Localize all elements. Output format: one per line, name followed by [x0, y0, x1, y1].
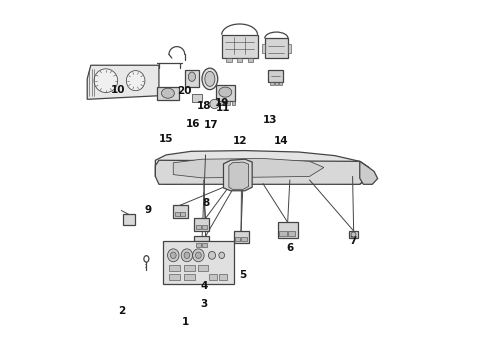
- Bar: [288, 44, 291, 53]
- Ellipse shape: [126, 71, 145, 91]
- Bar: [349, 231, 358, 238]
- Bar: [221, 35, 258, 58]
- Bar: [196, 243, 201, 247]
- Polygon shape: [155, 150, 368, 184]
- Ellipse shape: [219, 87, 232, 97]
- Ellipse shape: [94, 69, 118, 93]
- Bar: [232, 101, 235, 105]
- Text: 16: 16: [186, 119, 200, 129]
- Bar: [169, 265, 180, 271]
- Polygon shape: [360, 161, 378, 184]
- Ellipse shape: [205, 71, 215, 86]
- Text: 20: 20: [177, 86, 191, 96]
- Bar: [196, 225, 201, 229]
- Ellipse shape: [188, 72, 196, 81]
- Text: 7: 7: [349, 236, 356, 246]
- Text: 10: 10: [110, 85, 125, 95]
- Polygon shape: [223, 159, 252, 191]
- Bar: [219, 101, 223, 105]
- Text: 8: 8: [202, 198, 209, 208]
- Text: 18: 18: [196, 102, 211, 112]
- Bar: [226, 101, 230, 105]
- Text: 1: 1: [182, 317, 190, 327]
- Bar: [157, 87, 179, 100]
- Bar: [175, 212, 180, 216]
- Text: 19: 19: [215, 98, 229, 108]
- Bar: [242, 237, 247, 241]
- Bar: [185, 69, 199, 87]
- Text: 11: 11: [216, 103, 231, 113]
- Bar: [216, 85, 235, 101]
- Bar: [247, 58, 253, 62]
- Text: 15: 15: [159, 134, 173, 144]
- Polygon shape: [173, 158, 324, 178]
- Polygon shape: [87, 65, 159, 99]
- Bar: [269, 70, 283, 82]
- Polygon shape: [229, 162, 248, 189]
- Bar: [184, 265, 195, 271]
- Bar: [173, 205, 188, 218]
- Ellipse shape: [210, 99, 219, 109]
- Bar: [194, 219, 209, 231]
- Bar: [275, 82, 278, 85]
- Bar: [202, 243, 207, 247]
- Text: 6: 6: [286, 243, 294, 253]
- Text: 4: 4: [200, 281, 207, 291]
- Bar: [194, 236, 209, 249]
- Polygon shape: [155, 160, 368, 184]
- Bar: [270, 82, 274, 85]
- Ellipse shape: [196, 252, 201, 258]
- Ellipse shape: [219, 252, 224, 258]
- Bar: [234, 231, 248, 243]
- Bar: [262, 44, 265, 53]
- Ellipse shape: [168, 249, 179, 262]
- Text: 9: 9: [145, 206, 152, 216]
- Ellipse shape: [351, 232, 356, 237]
- Ellipse shape: [171, 252, 176, 258]
- Bar: [192, 94, 202, 102]
- Bar: [288, 230, 295, 236]
- Text: 5: 5: [240, 270, 247, 280]
- Ellipse shape: [208, 251, 216, 259]
- Ellipse shape: [184, 252, 190, 258]
- Bar: [226, 58, 232, 62]
- Text: 12: 12: [232, 136, 247, 146]
- Text: 17: 17: [204, 121, 218, 130]
- Ellipse shape: [181, 249, 193, 262]
- Bar: [235, 237, 240, 241]
- Bar: [265, 39, 288, 58]
- Bar: [219, 274, 227, 280]
- Bar: [279, 230, 287, 236]
- Bar: [169, 274, 180, 280]
- Bar: [278, 222, 298, 238]
- Text: 14: 14: [273, 136, 288, 145]
- Text: 13: 13: [263, 115, 277, 125]
- Ellipse shape: [161, 88, 174, 98]
- Bar: [163, 241, 234, 284]
- Bar: [180, 212, 186, 216]
- Bar: [184, 274, 195, 280]
- Bar: [197, 265, 208, 271]
- Bar: [209, 274, 217, 280]
- Ellipse shape: [202, 68, 218, 90]
- Ellipse shape: [193, 249, 204, 262]
- Bar: [123, 214, 135, 225]
- Bar: [279, 82, 282, 85]
- Text: 2: 2: [118, 306, 125, 316]
- Text: 3: 3: [200, 299, 207, 309]
- Bar: [237, 58, 243, 62]
- Bar: [202, 225, 207, 229]
